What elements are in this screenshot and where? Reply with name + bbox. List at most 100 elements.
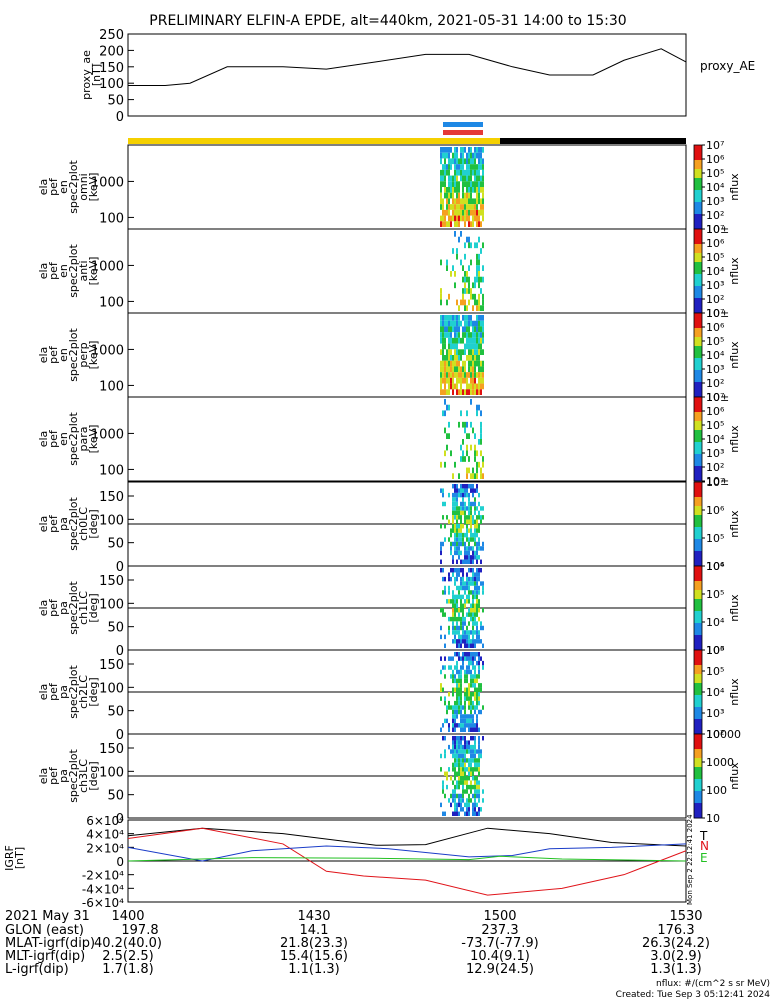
spectrogram-cell (448, 572, 450, 577)
spectrogram-cell (476, 546, 478, 551)
spectrogram-cell (464, 204, 466, 210)
spectrogram-cell (474, 780, 476, 785)
spectrogram-cell (444, 612, 446, 617)
spectrogram-cell (452, 744, 454, 750)
spectrogram-cell (448, 656, 450, 661)
spectrogram-cell (476, 639, 478, 644)
eclipse-bar (500, 138, 686, 144)
spectrogram-cell (472, 488, 474, 493)
spectrogram-cell (442, 687, 444, 692)
proxy-ae-tick-label: 150 (99, 61, 124, 76)
spectrogram-cell (466, 164, 468, 170)
spectrogram-cell (478, 221, 480, 227)
spectrogram-cell (456, 625, 458, 631)
spectrogram-cell (474, 175, 476, 182)
spectrogram-cell (460, 776, 462, 781)
spectrogram-cell (456, 753, 458, 759)
spectrogram-cell (444, 209, 446, 216)
colorbar-tick-label: 10² (706, 728, 724, 741)
colorbar-segment (694, 767, 702, 771)
spectrogram-cell (460, 541, 462, 547)
spectrogram-cell (464, 488, 466, 493)
spectrogram-cell (460, 696, 462, 701)
spectrogram-cell (458, 625, 460, 631)
spectrogram-cell (470, 762, 472, 768)
spectrogram-cell (482, 349, 484, 355)
spectrogram-cell (468, 181, 470, 187)
spectrogram-cell (442, 349, 444, 355)
colorbar-segment (694, 460, 702, 464)
spectrogram-ylabel-6-line: pa (57, 685, 70, 699)
colorbar-segment (694, 728, 702, 732)
spectrogram-cell (470, 164, 472, 170)
colorbar-tick-label: 10² (706, 461, 724, 474)
spectrogram-cell (466, 215, 468, 222)
proxy-ae-legend: proxy_AE (700, 59, 755, 73)
colorbar-segment (694, 223, 702, 227)
spectrogram-cell (466, 169, 468, 176)
spectrogram-cell (470, 506, 472, 511)
spectrogram-cell (454, 506, 456, 511)
spectrogram-cell (454, 581, 456, 586)
spectrogram-cell (458, 709, 460, 715)
spectrogram-cell (452, 366, 454, 373)
spectrogram-cell (482, 175, 484, 182)
spectrogram-cell (478, 332, 480, 338)
igrf-series-line (127, 843, 687, 862)
igrf-series-line (127, 855, 687, 862)
spectrogram-cell (452, 204, 454, 210)
spectrogram-ylabel-4-line: pef (47, 514, 60, 533)
spectrogram-cell (452, 798, 454, 803)
colorbar-segment (694, 674, 702, 678)
spectrogram-cell (442, 501, 444, 507)
spectrogram-cell (458, 221, 460, 227)
colorbar-segment (694, 638, 702, 642)
spectrogram-cell (460, 767, 462, 772)
colorbar-tick-label: 10⁵ (706, 419, 724, 432)
spectrogram-cell (454, 753, 456, 759)
spectrogram-cell (452, 621, 454, 626)
spectrogram-cell (464, 305, 466, 311)
spectrogram-cell (464, 366, 466, 373)
spectrogram-cell (444, 576, 446, 582)
spectrogram-tick-label: 50 (107, 705, 124, 720)
spectrogram-cell (464, 559, 466, 564)
spectrogram-cell (476, 608, 478, 613)
spectrogram-cell (440, 221, 442, 227)
spectrogram-cell (454, 599, 456, 604)
spectrogram-cell (482, 590, 484, 595)
spectrogram-cell (478, 784, 480, 790)
spectrogram-cell (444, 377, 446, 384)
spectrogram-cell (474, 639, 476, 644)
colorbar-segment (694, 244, 702, 248)
spectrogram-cell (478, 169, 480, 176)
spectrogram-ylabel-4-line: ch0LC (77, 507, 90, 541)
spectrogram-ylabel-6-line: ela (37, 684, 50, 701)
colorbar-tick-label: 10⁴ (706, 560, 725, 573)
colorbar-tick-label: 10⁷ (706, 139, 724, 152)
spectrogram-cell (456, 576, 458, 582)
spectrogram-cell (448, 175, 450, 182)
spectrogram-cell (478, 276, 480, 283)
spectrogram-cell (452, 630, 454, 635)
spectrogram-cell (472, 594, 474, 600)
spectrogram-cell (444, 147, 446, 153)
spectrogram-cell (448, 326, 450, 333)
spectrogram-cell (462, 492, 464, 498)
spectrogram-cell (452, 158, 454, 165)
spectrogram-cell (474, 683, 476, 688)
spectrogram-cell (444, 383, 446, 390)
spectrogram-cell (478, 546, 480, 551)
colorbar-segment (694, 572, 702, 576)
colorbar-segment (694, 376, 702, 380)
date-label: 2021 May 31 (5, 909, 90, 924)
spectrogram-cell (442, 215, 444, 222)
spectrogram-tick-label: 0 (116, 644, 124, 659)
spectrogram-cell (468, 669, 470, 675)
spectrogram-ylabel-2-line: [keV] (87, 341, 100, 370)
spectrogram-cell (452, 541, 454, 547)
spectrogram-cell (472, 198, 474, 205)
colorbar-segment (694, 791, 702, 795)
spectrogram-cell (460, 158, 462, 165)
